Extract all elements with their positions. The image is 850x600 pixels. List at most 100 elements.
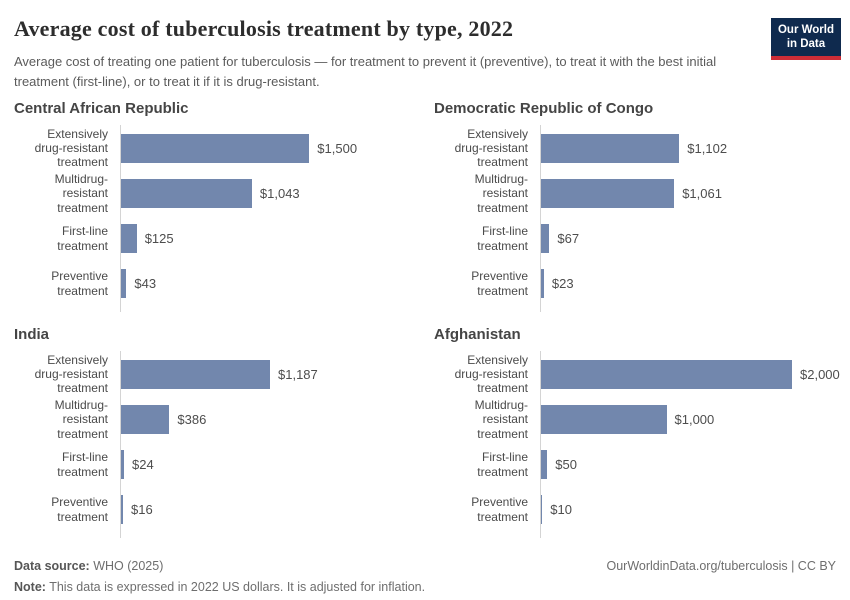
bar-row: First-line treatment $125 [14,216,424,261]
bar[interactable] [541,405,667,434]
value-label: $23 [551,276,574,291]
value-label: $10 [550,502,572,517]
bar[interactable] [541,269,544,298]
bar[interactable] [121,405,170,434]
category-label: Extensively drug-resistant treatment [454,126,528,170]
panels-grid: Central African Republic Extensively drug-… [0,100,850,538]
value-label: $1,102 [687,140,728,156]
bar[interactable] [121,359,270,389]
footer-left: Data source: WHO (2025) Note: This data … [14,556,425,597]
bar-track: $16 [114,495,424,524]
bar-row: Multidrug-resistant treatment $386 [14,397,424,442]
bar[interactable] [121,224,137,253]
note-line: Note: This data is expressed in 2022 US … [14,577,425,598]
bar-row: First-line treatment $50 [434,442,844,487]
bar-track: $43 [114,269,424,298]
category-label: First-line treatment [57,450,108,479]
value-label: $16 [131,502,153,517]
datasource-value: WHO (2025) [89,559,164,573]
bar-row: Extensively drug-resistant treatment $1,187 [14,351,424,397]
header: Average cost of tuberculosis treatment b… [0,16,850,91]
bar-row: Preventive treatment $16 [14,487,424,532]
bar-track: $50 [534,450,844,479]
panel-central-african-republic: Central African Republic Extensively drug-… [14,100,424,312]
category-label: Multidrug-resistant treatment [474,398,528,441]
value-label: $43 [134,276,157,291]
panel-democratic-republic-of-congo: Democratic Republic of Congo Extensively d… [434,100,844,312]
value-label: $1,061 [682,186,722,201]
category-label: Multidrug-resistant treatment [54,172,108,215]
value-label: $1,500 [317,140,358,156]
panel-plot-area: Extensively drug-resistant treatment $1,102… [434,125,844,312]
bar-row: Extensively drug-resistant treatment $1,500 [14,125,424,171]
bar-track: $1,000 [534,405,844,434]
bar[interactable] [121,450,124,479]
value-label: $125 [144,231,174,246]
category-label: First-line treatment [477,224,528,253]
category-label: Multidrug-resistant treatment [54,398,108,441]
bar[interactable] [541,224,550,253]
category-label: Extensively drug-resistant treatment [34,126,108,170]
category-label: Extensively drug-resistant treatment [454,352,528,396]
value-label: $1,187 [278,366,318,382]
bar-track: $1,500 [114,133,424,163]
datasource-line: Data source: WHO (2025) [14,556,425,577]
bar[interactable] [541,450,548,479]
note-value: This data is expressed in 2022 US dollar… [45,579,426,594]
panel-afghanistan: Afghanistan Extensively drug-resistant trea… [434,326,844,538]
owid-logo[interactable]: Our World in Data [770,18,841,60]
category-label: Preventive treatment [51,495,108,524]
category-label: First-line treatment [477,450,528,479]
bar[interactable] [121,269,127,298]
footer: Data source: WHO (2025) Note: This data … [0,556,850,597]
bar-track: $386 [114,405,424,434]
bar[interactable] [541,495,543,524]
bar-row: Preventive treatment $23 [434,261,844,306]
panel-title: Democratic Republic of Congo [434,100,654,117]
panel-title: India [14,326,50,343]
chart-title: Average cost of tuberculosis treatment b… [14,16,514,41]
panel-title: Afghanistan [434,326,521,343]
value-label: $50 [555,457,577,472]
bar[interactable] [541,179,675,208]
bar[interactable] [541,359,792,389]
value-label: $1,043 [259,186,300,201]
category-label: First-line treatment [57,224,108,253]
bar-track: $67 [534,224,844,253]
panel-india: India Extensively drug-resistant treatment $… [14,326,424,538]
bar-row: First-line treatment $67 [434,216,844,261]
value-label: $1,000 [674,412,715,427]
value-label: $2,000 [800,366,840,382]
bar-track: $1,102 [534,133,844,163]
bar-track: $1,187 [114,359,424,389]
footer-link[interactable]: OurWorldinData.org/tuberculosis | CC BY [606,559,837,573]
panel-plot-area: Extensively drug-resistant treatment $2,000… [434,351,844,538]
bar-row: Extensively drug-resistant treatment $2,000 [434,351,844,397]
bar-row: Multidrug-resistant treatment $1,043 [14,171,424,216]
bar-row: Multidrug-resistant treatment $1,000 [434,397,844,442]
bar-row: Extensively drug-resistant treatment $1,102 [434,125,844,171]
panel-plot-area: Extensively drug-resistant treatment $1,500… [14,125,424,312]
bar[interactable] [121,133,310,163]
note-label: Note: [14,579,46,594]
bar[interactable] [121,495,123,524]
panel-plot-area: Extensively drug-resistant treatment $1,187… [14,351,424,538]
bar-row: Preventive treatment $10 [434,487,844,532]
value-label: $386 [177,412,207,427]
owid-logo-line1: Our World [777,24,834,36]
bar-track: $10 [534,495,844,524]
category-label: Multidrug-resistant treatment [474,172,528,215]
category-label: Preventive treatment [471,269,528,298]
bar-row: Preventive treatment $43 [14,261,424,306]
category-label: Extensively drug-resistant treatment [34,352,108,396]
panel-title: Central African Republic [14,100,189,117]
bar-track: $2,000 [534,359,844,389]
bar[interactable] [121,179,252,208]
bar-track: $1,061 [534,179,844,208]
category-label: Preventive treatment [51,269,108,298]
bar-track: $125 [114,224,424,253]
bar-track: $23 [534,269,844,298]
bar[interactable] [541,133,680,163]
value-label: $24 [132,457,154,472]
